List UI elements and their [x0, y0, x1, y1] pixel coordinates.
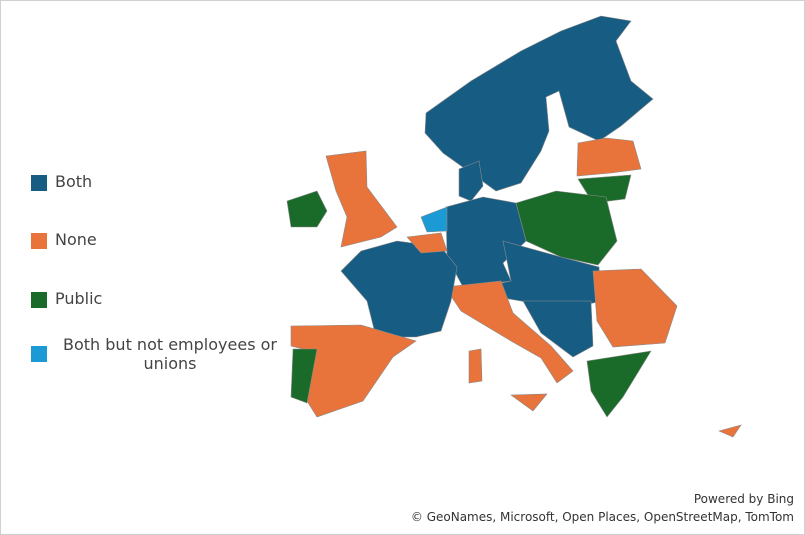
region	[340, 240, 458, 338]
legend-swatch	[31, 175, 47, 191]
region	[424, 15, 654, 192]
region	[468, 348, 483, 384]
region	[325, 150, 398, 248]
region	[592, 268, 678, 348]
region	[406, 232, 448, 254]
region	[286, 190, 328, 228]
legend-item: Both	[31, 172, 92, 191]
legend-label: Both but not employees or unions	[63, 335, 277, 373]
region	[586, 350, 652, 418]
region	[718, 424, 742, 438]
legend-label: None	[55, 230, 97, 249]
region	[444, 280, 574, 384]
legend-swatch	[31, 346, 47, 362]
region	[420, 206, 448, 233]
region	[290, 348, 318, 404]
legend-label: Both	[55, 172, 93, 191]
attribution: Powered by Bing	[693, 492, 794, 506]
region	[458, 160, 484, 202]
attribution: © GeoNames, Microsoft, Open Places, Open…	[410, 510, 794, 524]
legend-label: Public	[55, 289, 103, 308]
legend-item: Public	[31, 289, 102, 308]
legend-swatch	[31, 292, 47, 308]
region	[515, 190, 618, 266]
region	[576, 137, 642, 177]
region	[510, 393, 548, 412]
legend-item: Both but not employees or unions	[31, 335, 285, 373]
region	[522, 300, 594, 358]
region	[290, 324, 417, 418]
legend-swatch	[31, 233, 47, 249]
legend-item: None	[31, 230, 97, 249]
